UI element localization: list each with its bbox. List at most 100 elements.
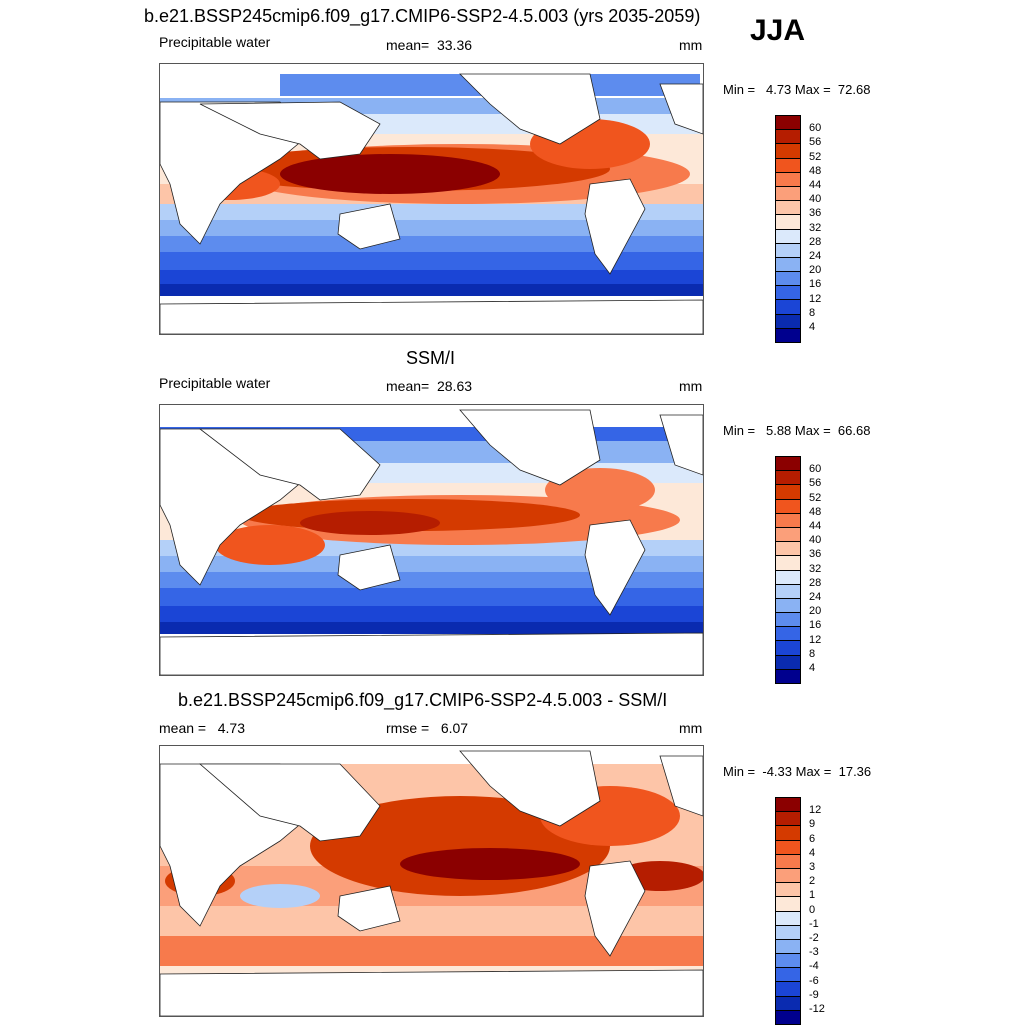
colorbar-tick-label: 48 xyxy=(809,164,822,177)
colorbar-tick-label: 44 xyxy=(809,520,822,532)
colorbar-segment xyxy=(776,570,800,585)
panel3-mean-label: mean = 4.73 xyxy=(159,720,246,736)
colorbar-segment xyxy=(776,215,800,230)
panel2-title: SSM/I xyxy=(406,348,456,368)
colorbar-segment xyxy=(776,542,800,557)
colorbar-tick-label: 20 xyxy=(809,605,822,618)
colorbar-segment xyxy=(776,1010,800,1024)
panel2-minmax-label: Min = 5.88 Max = 66.68 xyxy=(723,423,871,438)
panel1-minmax-label: Min = 4.73 Max = 72.68 xyxy=(723,82,871,97)
colorbar-tick-label: 12 xyxy=(809,292,822,305)
colorbar-tick-label: 28 xyxy=(809,576,822,589)
colorbar-tick-label: 2 xyxy=(809,875,816,888)
colorbar-tick-label: 56 xyxy=(809,477,822,490)
colorbar-segment xyxy=(776,513,800,528)
panel1-units-label: mm xyxy=(679,37,703,53)
colorbar-tick-label: 32 xyxy=(809,562,822,575)
panel3-map xyxy=(159,745,704,1017)
colorbar-tick-label: 24 xyxy=(809,591,822,603)
panel3-units-label: mm xyxy=(679,720,703,736)
colorbar-tick-label: -12 xyxy=(809,1003,825,1015)
colorbar-segment xyxy=(776,854,800,869)
colorbar-segment xyxy=(776,272,800,287)
colorbar-tick-label: 1 xyxy=(809,889,816,902)
panel3-minmax-label: Min = -4.33 Max = 17.36 xyxy=(723,764,872,779)
colorbar-tick-label: 8 xyxy=(809,306,816,319)
colorbar-segment xyxy=(776,172,800,187)
panel2-mean-label: mean= 28.63 xyxy=(386,378,473,394)
panel1-colorbar xyxy=(775,115,801,343)
colorbar-segment xyxy=(776,584,800,599)
colorbar-tick-label: 4 xyxy=(809,662,816,674)
colorbar-tick-label: 40 xyxy=(809,193,822,206)
colorbar-tick-label: 36 xyxy=(809,207,822,220)
colorbar-segment xyxy=(776,613,800,628)
colorbar-segment xyxy=(776,257,800,273)
colorbar-segment xyxy=(776,826,800,841)
panel2-colorbar xyxy=(775,456,801,684)
colorbar-segment xyxy=(776,499,800,514)
panel1-map xyxy=(159,63,704,335)
panel1-mean-label: mean= 33.36 xyxy=(386,37,473,53)
colorbar-segment xyxy=(776,186,800,202)
colorbar-segment xyxy=(776,996,800,1011)
colorbar-segment xyxy=(776,798,800,813)
colorbar-tick-label: -3 xyxy=(809,946,819,959)
colorbar-tick-label: 12 xyxy=(809,804,822,817)
panel1-variable-label: Precipitable water xyxy=(159,34,271,50)
colorbar-tick-label: -2 xyxy=(809,932,819,944)
colorbar-tick-label: 40 xyxy=(809,534,822,547)
colorbar-tick-label: 48 xyxy=(809,505,822,518)
colorbar-tick-label: 9 xyxy=(809,818,816,831)
colorbar-segment xyxy=(776,471,800,486)
panel3-colorbar xyxy=(775,797,801,1025)
colorbar-segment xyxy=(776,911,800,926)
colorbar-segment xyxy=(776,982,800,997)
season-label: JJA xyxy=(750,14,806,47)
colorbar-tick-label: 36 xyxy=(809,548,822,561)
colorbar-segment xyxy=(776,627,800,642)
colorbar-segment xyxy=(776,485,800,500)
panel2-map xyxy=(159,404,704,676)
colorbar-tick-label: -6 xyxy=(809,974,819,987)
colorbar-segment xyxy=(776,314,800,329)
colorbar-segment xyxy=(776,286,800,301)
colorbar-tick-label: 8 xyxy=(809,647,816,660)
colorbar-tick-label: 32 xyxy=(809,221,822,234)
colorbar-tick-label: -1 xyxy=(809,917,819,930)
colorbar-segment xyxy=(776,201,800,216)
colorbar-tick-label: 24 xyxy=(809,250,822,262)
panel2-variable-label: Precipitable water xyxy=(159,375,271,391)
colorbar-tick-label: -9 xyxy=(809,988,819,1001)
colorbar-segment xyxy=(776,300,800,315)
colorbar-segment xyxy=(776,130,800,145)
colorbar-segment xyxy=(776,669,800,683)
colorbar-tick-label: 28 xyxy=(809,235,822,248)
colorbar-tick-label: 4 xyxy=(809,846,816,859)
panel3-rmse-label: rmse = 6.07 xyxy=(386,720,469,736)
colorbar-segment xyxy=(776,527,800,543)
colorbar-tick-label: 20 xyxy=(809,264,822,277)
colorbar-tick-label: 4 xyxy=(809,321,816,333)
colorbar-segment xyxy=(776,229,800,244)
colorbar-segment xyxy=(776,840,800,855)
panel1-title: b.e21.BSSP245cmip6.f09_g17.CMIP6-SSP2-4.… xyxy=(144,6,701,26)
colorbar-segment xyxy=(776,556,800,571)
colorbar-segment xyxy=(776,968,800,983)
colorbar-segment xyxy=(776,925,800,940)
colorbar-tick-label: 16 xyxy=(809,619,822,632)
colorbar-segment xyxy=(776,243,800,258)
colorbar-tick-label: 12 xyxy=(809,633,822,646)
colorbar-segment xyxy=(776,883,800,898)
colorbar-segment xyxy=(776,868,800,884)
colorbar-tick-label: 56 xyxy=(809,136,822,149)
colorbar-tick-label: 52 xyxy=(809,150,822,163)
colorbar-segment xyxy=(776,158,800,173)
colorbar-segment xyxy=(776,954,800,969)
colorbar-tick-label: 0 xyxy=(809,903,816,916)
colorbar-segment xyxy=(776,655,800,670)
colorbar-tick-label: 6 xyxy=(809,832,816,845)
panel2-units-label: mm xyxy=(679,378,703,394)
colorbar-tick-label: 52 xyxy=(809,491,822,504)
colorbar-tick-label: 16 xyxy=(809,278,822,291)
